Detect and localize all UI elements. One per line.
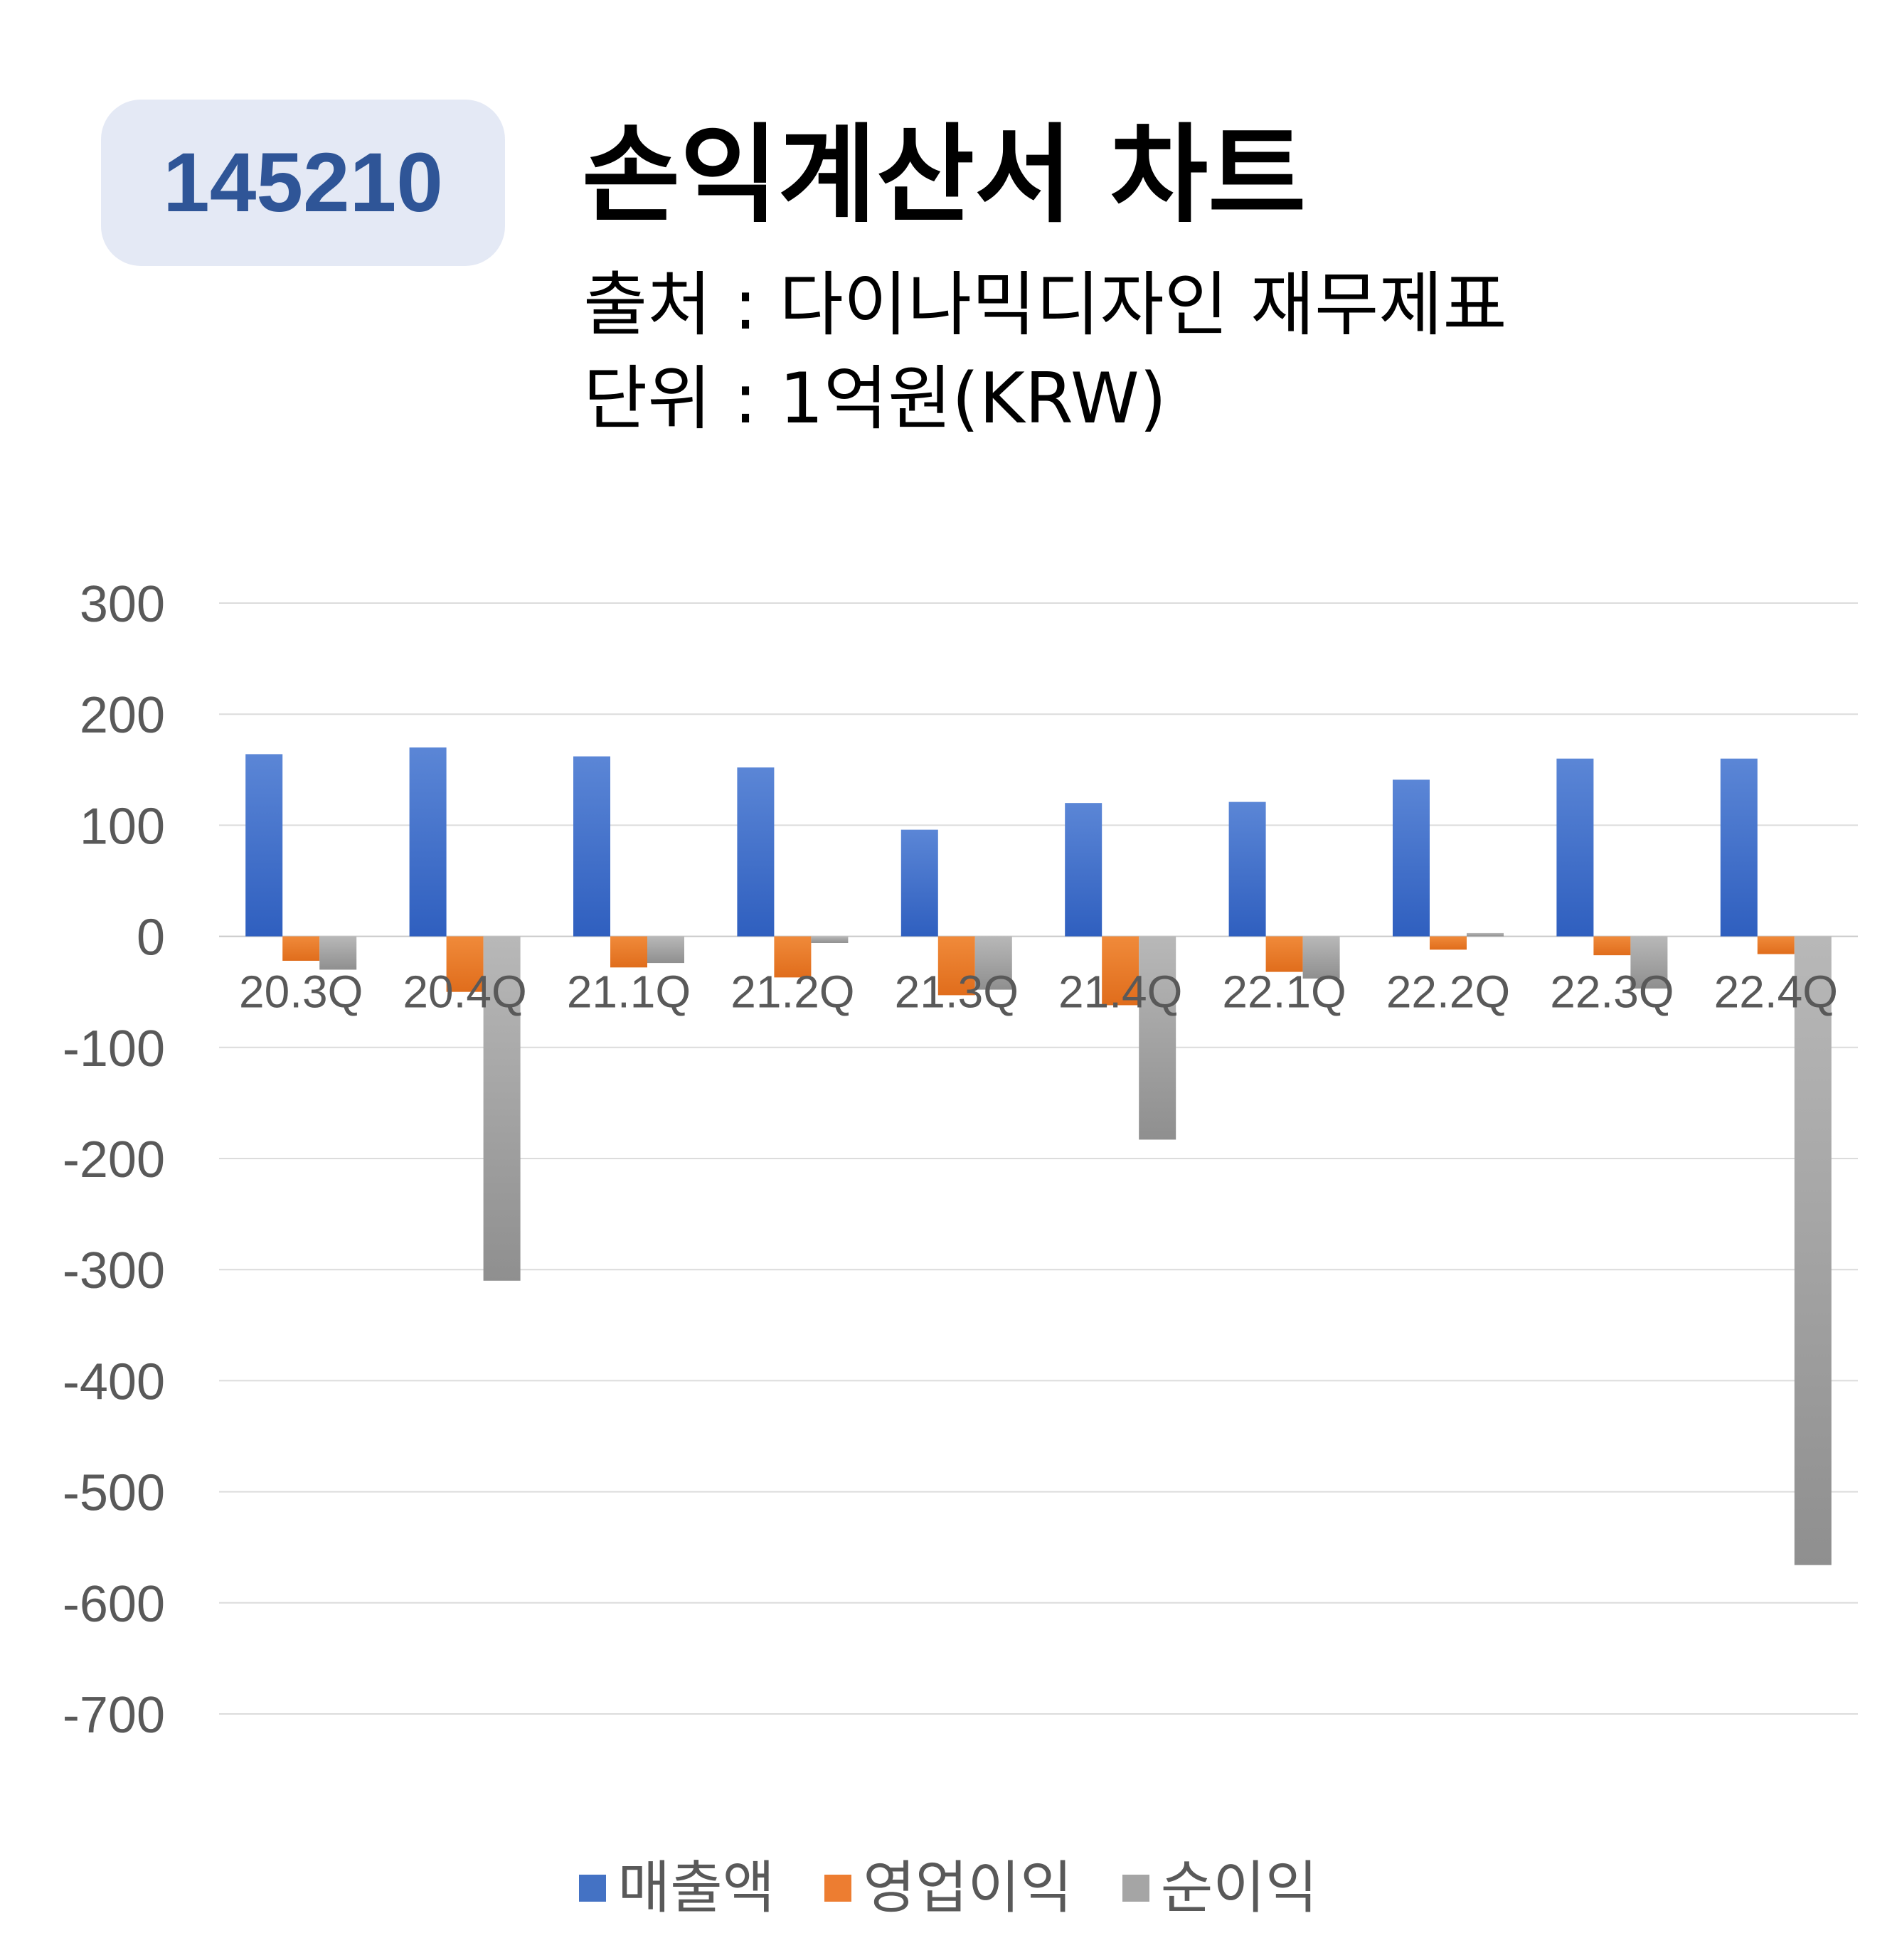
bar-revenue [573, 756, 610, 937]
legend-swatch [824, 1875, 852, 1902]
x-tick-label: 22.2Q [1386, 966, 1510, 1018]
y-tick-label: -300 [63, 1242, 165, 1299]
x-tick-label: 20.4Q [403, 966, 526, 1018]
bar-net-profit [319, 936, 357, 970]
x-tick-label: 21.4Q [1058, 966, 1182, 1018]
source-text: 출처 : 다이나믹디자인 재무제표 [583, 265, 1507, 346]
legend: 매출액 영업이익 순이익 [0, 1860, 1897, 1917]
stock-code-badge: 145210 [101, 100, 505, 266]
y-tick-label: -100 [63, 1021, 165, 1077]
y-tick-label: 100 [80, 798, 165, 855]
legend-label: 영업이익 [863, 1855, 1073, 1921]
bar-revenue [1556, 758, 1594, 937]
x-tick-label: 22.3Q [1550, 966, 1674, 1018]
bar-net-profit [1467, 932, 1504, 937]
bar-operating-profit [1430, 936, 1467, 950]
x-tick-label: 21.1Q [567, 966, 691, 1018]
x-tick-label: 21.2Q [730, 966, 854, 1018]
bar-operating-profit [774, 936, 812, 978]
bar-operating-profit [1265, 936, 1303, 972]
bar-revenue [409, 747, 447, 937]
bar-net-profit [483, 936, 521, 1281]
x-tick-label: 22.1Q [1222, 966, 1346, 1018]
y-tick-label: -700 [63, 1687, 165, 1744]
x-tick-label: 21.3Q [895, 966, 1019, 1018]
y-axis: 300 200 100 0 -100 -200 -300 -400 -500 -600 -700 [63, 576, 165, 1744]
bar-operating-profit [937, 936, 975, 996]
legend-item: 순이익 [1122, 1860, 1318, 1917]
bar-operating-profit [1102, 936, 1139, 1006]
grid-lines [219, 602, 1858, 1715]
bar-operating-profit [446, 936, 484, 992]
x-axis: 20.3Q 20.4Q 21.1Q 21.2Q 21.3Q 21.4Q 22.1Q 22.2Q… [239, 966, 1838, 1018]
y-tick-label: 300 [80, 576, 165, 633]
bar-net-profit [811, 936, 849, 943]
chart-title: 손익계산서 차트 [582, 114, 1307, 238]
bar-revenue [1720, 758, 1758, 937]
bar-revenue [1228, 801, 1266, 937]
y-tick-label: 0 [137, 910, 165, 966]
y-tick-label: -600 [63, 1576, 165, 1633]
y-tick-label: 200 [80, 687, 165, 744]
y-tick-label: -500 [63, 1465, 165, 1522]
bar-net-profit [974, 936, 1012, 990]
stock-code: 145210 [163, 136, 443, 230]
legend-swatch [1122, 1875, 1149, 1902]
bar-operating-profit [1593, 936, 1631, 956]
bar-revenue [1393, 779, 1430, 937]
bar-net-profit [1139, 936, 1176, 1140]
x-tick-label: 22.4Q [1714, 966, 1838, 1018]
bars [245, 747, 1832, 1565]
legend-label: 순이익 [1160, 1855, 1318, 1921]
bar-revenue [245, 754, 283, 937]
legend-swatch [579, 1875, 607, 1902]
bar-operating-profit [610, 936, 647, 968]
bar-net-profit [1302, 936, 1340, 979]
bar-revenue [737, 767, 775, 937]
legend-item: 영업이익 [824, 1855, 1073, 1921]
legend-item: 매출액 [579, 1860, 775, 1917]
bar-net-profit [1630, 936, 1668, 989]
bar-net-profit [1794, 936, 1832, 1565]
bar-revenue [1065, 803, 1102, 937]
x-tick-label: 20.3Q [239, 966, 363, 1018]
bar-revenue [900, 829, 938, 937]
unit-text: 단위 : 1억원(KRW) [583, 358, 1167, 440]
bar-net-profit [647, 936, 684, 964]
bar-operating-profit [1757, 936, 1795, 954]
y-tick-label: -400 [63, 1353, 165, 1410]
y-tick-label: -200 [63, 1131, 165, 1188]
legend-label: 매출액 [617, 1855, 775, 1921]
bar-operating-profit [282, 936, 320, 961]
